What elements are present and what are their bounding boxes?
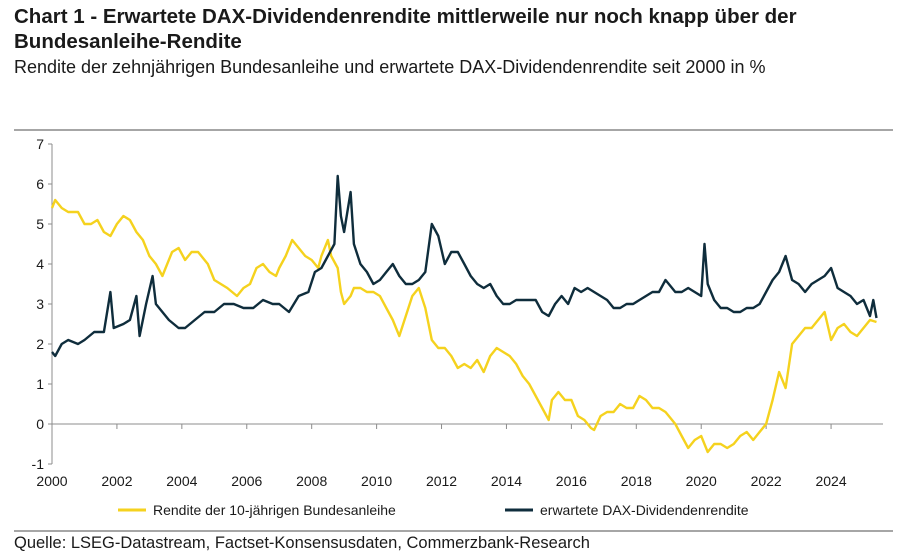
x-tick-label: 2024 — [815, 473, 846, 489]
y-tick-label: 5 — [36, 216, 44, 232]
x-tick-label: 2018 — [621, 473, 652, 489]
x-tick-label: 2014 — [491, 473, 522, 489]
legend-label-dax: erwartete DAX-Dividendenrendite — [540, 502, 749, 518]
x-tick-label: 2008 — [296, 473, 327, 489]
y-tick-label: 3 — [36, 296, 44, 312]
x-tick-label: 2000 — [36, 473, 67, 489]
y-tick-label: 6 — [36, 176, 44, 192]
y-tick-label: 7 — [36, 136, 44, 152]
y-tick-label: 1 — [36, 376, 44, 392]
y-tick-label: 2 — [36, 336, 44, 352]
y-tick-label: 0 — [36, 416, 44, 432]
x-tick-label: 2012 — [426, 473, 457, 489]
y-tick-label: 4 — [36, 256, 44, 272]
x-tick-label: 2010 — [361, 473, 392, 489]
x-tick-label: 2020 — [686, 473, 717, 489]
legend-label-bund: Rendite der 10-jährigen Bundesanleihe — [153, 502, 396, 518]
bund-yield-line — [50, 198, 877, 454]
x-tick-label: 2004 — [166, 473, 197, 489]
y-tick-label: -1 — [32, 456, 45, 472]
bottom-divider — [14, 530, 893, 532]
chart-lines — [50, 174, 878, 454]
x-tick-label: 2022 — [751, 473, 782, 489]
chart-subtitle: Rendite der zehnjährigen Bundesanleihe u… — [14, 57, 766, 77]
x-tick-label: 2006 — [231, 473, 262, 489]
source-note: Quelle: LSEG-Datastream, Factset-Konsens… — [14, 534, 590, 552]
chart-title: Chart 1 - Erwartete DAX-Dividendenrendit… — [14, 5, 797, 53]
x-tick-label: 2016 — [556, 473, 587, 489]
chart-axes: -1 0 1 2 3 4 5 6 7 2000 2002 2004 2006 2008 2010 2012 20… — [32, 136, 883, 489]
top-divider — [14, 129, 893, 131]
dax-dividend-yield-line — [51, 174, 878, 358]
chart-legend: Rendite der 10-jährigen Bundesanleihe erw… — [118, 502, 749, 518]
line-chart: -1 0 1 2 3 4 5 6 7 2000 2002 2004 2006 2008 2010 2012 20… — [32, 136, 883, 518]
x-tick-label: 2002 — [101, 473, 132, 489]
